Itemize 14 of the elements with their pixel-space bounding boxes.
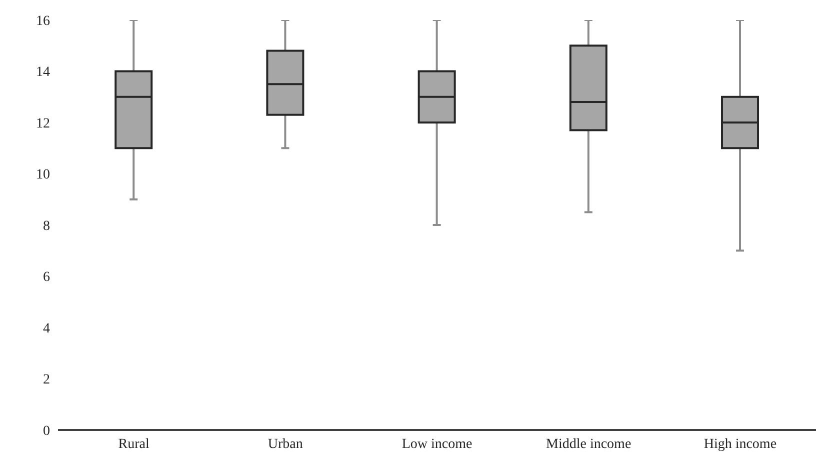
y-tick-label: 16	[36, 14, 50, 29]
y-tick-label: 2	[43, 372, 50, 388]
y-tick-label: 14	[36, 65, 50, 80]
y-tick-label: 6	[43, 270, 50, 286]
x-tick-label: Low income	[402, 436, 472, 452]
y-tick-label: 8	[43, 218, 50, 234]
x-tick-label: Urban	[268, 436, 303, 452]
x-tick-label: Rural	[118, 436, 150, 452]
y-tick-label: 0	[43, 424, 50, 439]
x-tick-label: Middle income	[546, 436, 632, 452]
x-tick-label: High income	[704, 436, 777, 452]
y-tick-label: 4	[43, 321, 50, 336]
y-tick-label: 10	[36, 168, 50, 183]
y-tick-label: 12	[36, 116, 50, 132]
